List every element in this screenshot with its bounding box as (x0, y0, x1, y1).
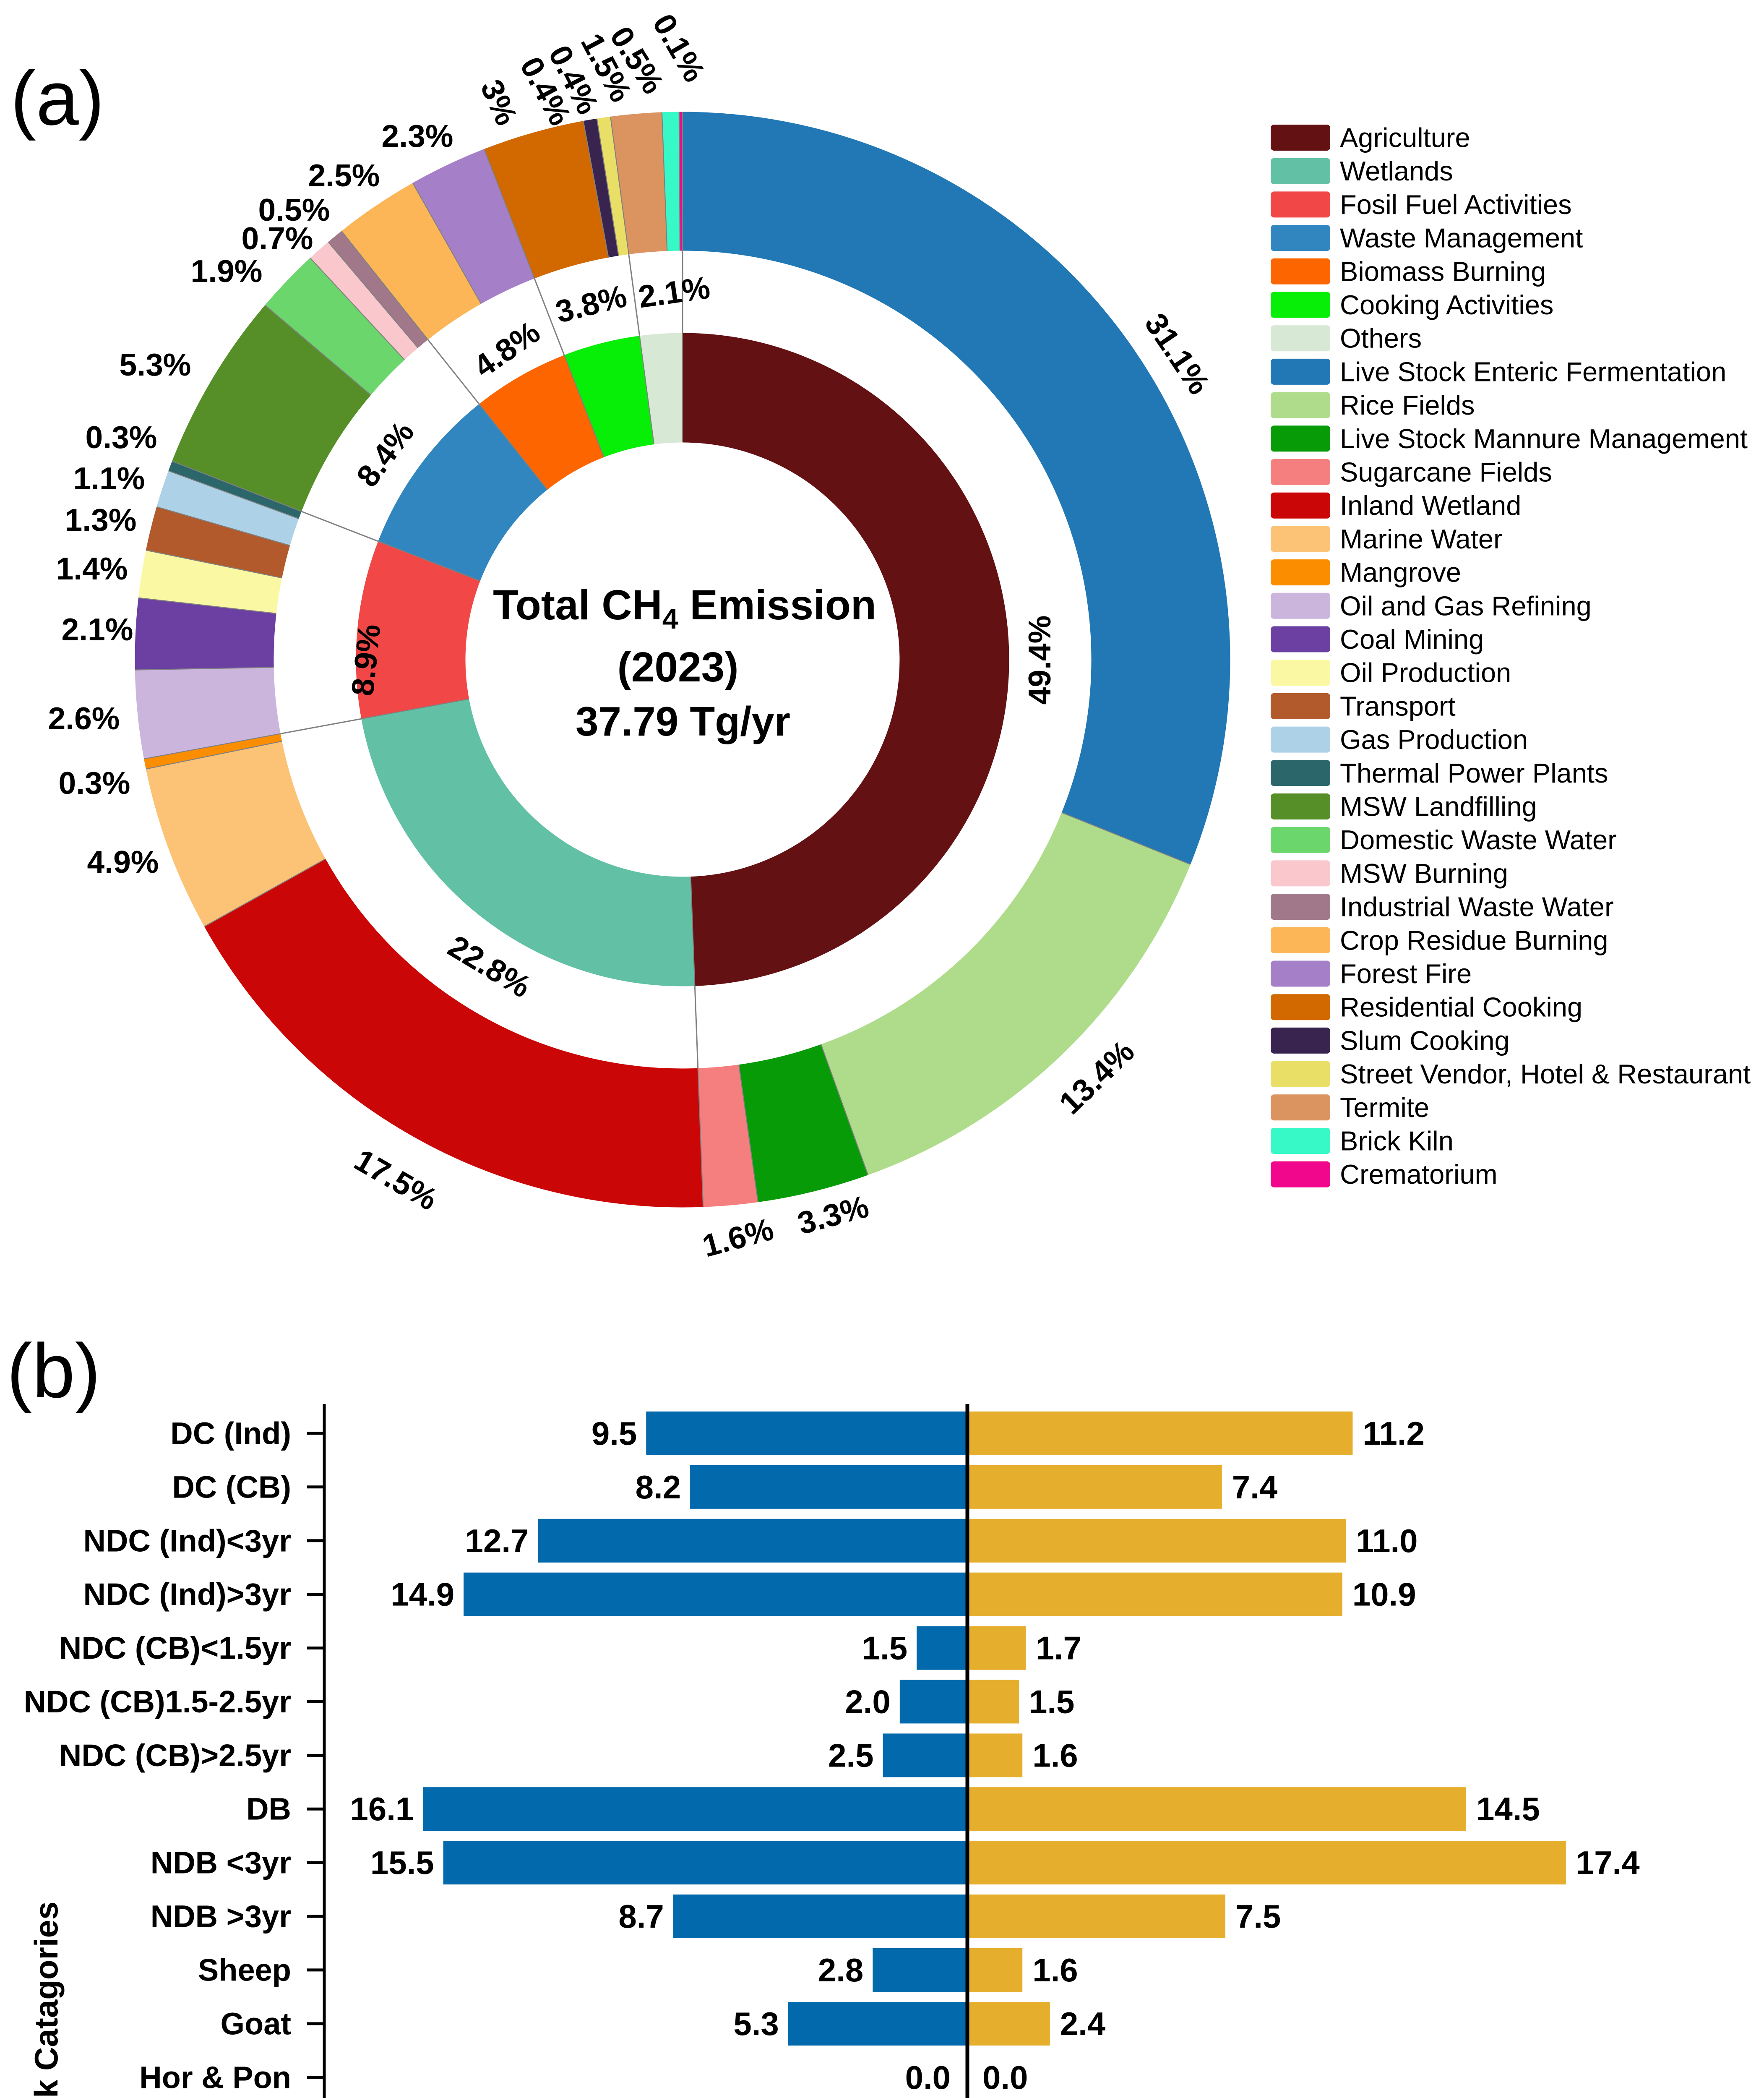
svg-text:Live Stock Enteric Fermentatio: Live Stock Enteric Fermentation (1340, 356, 1726, 387)
svg-text:Wetlands: Wetlands (1340, 156, 1453, 186)
svg-text:1.9%: 1.9% (191, 253, 263, 289)
svg-text:9.5: 9.5 (591, 1415, 637, 1452)
svg-text:15.5: 15.5 (370, 1844, 434, 1881)
svg-text:5.3%: 5.3% (120, 347, 191, 382)
svg-text:4.9%: 4.9% (87, 844, 159, 879)
svg-text:1.1%: 1.1% (73, 461, 145, 496)
svg-text:NDC (Ind)<3yr: NDC (Ind)<3yr (83, 1523, 291, 1558)
svg-text:Thermal Power Plants: Thermal Power Plants (1340, 758, 1608, 788)
svg-text:Slum Cooking: Slum Cooking (1340, 1025, 1510, 1056)
svg-text:Total CH4 Emission: Total CH4 Emission (493, 582, 876, 635)
svg-text:Biomass Burning: Biomass Burning (1340, 256, 1546, 287)
svg-text:MSW Landfilling: MSW Landfilling (1340, 791, 1537, 822)
svg-text:DC (CB): DC (CB) (172, 1469, 291, 1504)
svg-text:NDC (CB)1.5-2.5yr: NDC (CB)1.5-2.5yr (24, 1684, 291, 1719)
svg-text:11.2: 11.2 (1363, 1415, 1425, 1452)
svg-text:NDC (CB)>2.5yr: NDC (CB)>2.5yr (59, 1738, 291, 1773)
svg-text:1.7: 1.7 (1036, 1630, 1081, 1667)
svg-text:DB: DB (246, 1792, 291, 1827)
svg-text:1.4%: 1.4% (56, 551, 128, 586)
svg-text:NDB >3yr: NDB >3yr (151, 1899, 291, 1934)
svg-text:Livestock Catagories: Livestock Catagories (28, 1902, 65, 2098)
svg-text:Waste Management: Waste Management (1340, 223, 1583, 253)
svg-text:2.0: 2.0 (845, 1683, 890, 1720)
svg-text:2.5%: 2.5% (308, 158, 380, 193)
svg-text:2.3%: 2.3% (382, 118, 453, 154)
svg-text:2.1%: 2.1% (62, 612, 133, 647)
svg-text:49.4%: 49.4% (1022, 616, 1057, 705)
svg-text:NDC (Ind)>3yr: NDC (Ind)>3yr (83, 1577, 291, 1612)
svg-text:1.5: 1.5 (862, 1630, 907, 1667)
svg-text:Residential Cooking: Residential Cooking (1340, 992, 1582, 1023)
svg-text:Sheep: Sheep (198, 1952, 291, 1987)
svg-text:Transport: Transport (1340, 691, 1456, 721)
svg-text:Crop Residue Burning: Crop Residue Burning (1340, 925, 1608, 955)
svg-text:14.9: 14.9 (391, 1576, 454, 1613)
svg-text:Street Vendor, Hotel & Restaur: Street Vendor, Hotel & Restaurant (1340, 1059, 1751, 1089)
svg-text:11.0: 11.0 (1356, 1522, 1418, 1559)
svg-text:0.5%: 0.5% (258, 192, 330, 227)
svg-text:(a): (a) (10, 55, 104, 141)
svg-text:Crematorium: Crematorium (1340, 1159, 1498, 1190)
svg-text:1.3%: 1.3% (65, 502, 137, 538)
svg-text:12.7: 12.7 (465, 1522, 529, 1559)
svg-text:NDC (CB)<1.5yr: NDC (CB)<1.5yr (59, 1631, 291, 1665)
svg-text:16.1: 16.1 (350, 1790, 414, 1827)
svg-text:Cooking Activities: Cooking Activities (1340, 290, 1553, 320)
svg-text:14.5: 14.5 (1476, 1790, 1540, 1827)
svg-text:Domestic Waste Water: Domestic Waste Water (1340, 825, 1617, 855)
svg-text:Agriculture: Agriculture (1340, 123, 1470, 153)
svg-text:1.6: 1.6 (1032, 1952, 1078, 1988)
svg-text:2.6%: 2.6% (48, 701, 120, 736)
svg-text:7.4: 7.4 (1232, 1469, 1277, 1506)
svg-text:DC (Ind): DC (Ind) (170, 1416, 291, 1451)
svg-text:Fosil Fuel Activities: Fosil Fuel Activities (1340, 189, 1572, 220)
svg-text:7.5: 7.5 (1235, 1898, 1281, 1935)
svg-text:NDB <3yr: NDB <3yr (151, 1845, 291, 1880)
svg-text:1.6: 1.6 (1032, 1737, 1078, 1774)
svg-text:0.3%: 0.3% (59, 765, 130, 801)
svg-text:Sugarcane Fields: Sugarcane Fields (1340, 457, 1552, 488)
svg-text:Gas Production: Gas Production (1340, 724, 1528, 755)
svg-text:Forest Fire: Forest Fire (1340, 958, 1472, 989)
svg-text:Oil and Gas Refining: Oil and Gas Refining (1340, 590, 1592, 621)
svg-text:Inland Wetland: Inland Wetland (1340, 490, 1521, 521)
svg-text:Termite: Termite (1340, 1092, 1429, 1123)
svg-text:2.8: 2.8 (818, 1952, 863, 1988)
svg-text:Rice Fields: Rice Fields (1340, 390, 1475, 420)
svg-text:0.0: 0.0 (905, 2059, 951, 2096)
svg-text:0.0: 0.0 (982, 2059, 1028, 2096)
svg-text:Marine Water: Marine Water (1340, 524, 1503, 554)
svg-text:0.7%: 0.7% (242, 221, 313, 256)
svg-text:Coal Mining: Coal Mining (1340, 624, 1484, 655)
svg-text:Hor & Pon: Hor & Pon (139, 2060, 291, 2095)
svg-text:Mangrove: Mangrove (1340, 557, 1461, 588)
svg-text:8.9%: 8.9% (344, 623, 387, 698)
svg-text:(b): (b) (7, 1328, 101, 1414)
svg-text:17.4: 17.4 (1576, 1844, 1640, 1881)
svg-text:2.5: 2.5 (828, 1737, 873, 1774)
svg-text:8.2: 8.2 (636, 1469, 681, 1506)
svg-text:Live Stock Mannure Management: Live Stock Mannure Management (1340, 423, 1748, 454)
svg-text:37.79 Tg/yr: 37.79 Tg/yr (576, 698, 790, 744)
svg-text:Others: Others (1340, 323, 1422, 354)
svg-text:1.5: 1.5 (1029, 1683, 1074, 1720)
svg-text:2.4: 2.4 (1060, 2005, 1105, 2042)
svg-text:(2023): (2023) (617, 644, 738, 691)
svg-text:10.9: 10.9 (1352, 1576, 1416, 1613)
svg-text:5.3: 5.3 (733, 2005, 779, 2042)
svg-text:Industrial Waste Water: Industrial Waste Water (1340, 892, 1614, 922)
svg-text:Brick Kiln: Brick Kiln (1340, 1126, 1454, 1156)
svg-text:Oil Production: Oil Production (1340, 658, 1511, 688)
svg-text:8.7: 8.7 (618, 1898, 664, 1935)
svg-text:MSW Burning: MSW Burning (1340, 858, 1508, 889)
svg-text:0.3%: 0.3% (86, 420, 157, 455)
svg-text:Goat: Goat (220, 2006, 291, 2041)
